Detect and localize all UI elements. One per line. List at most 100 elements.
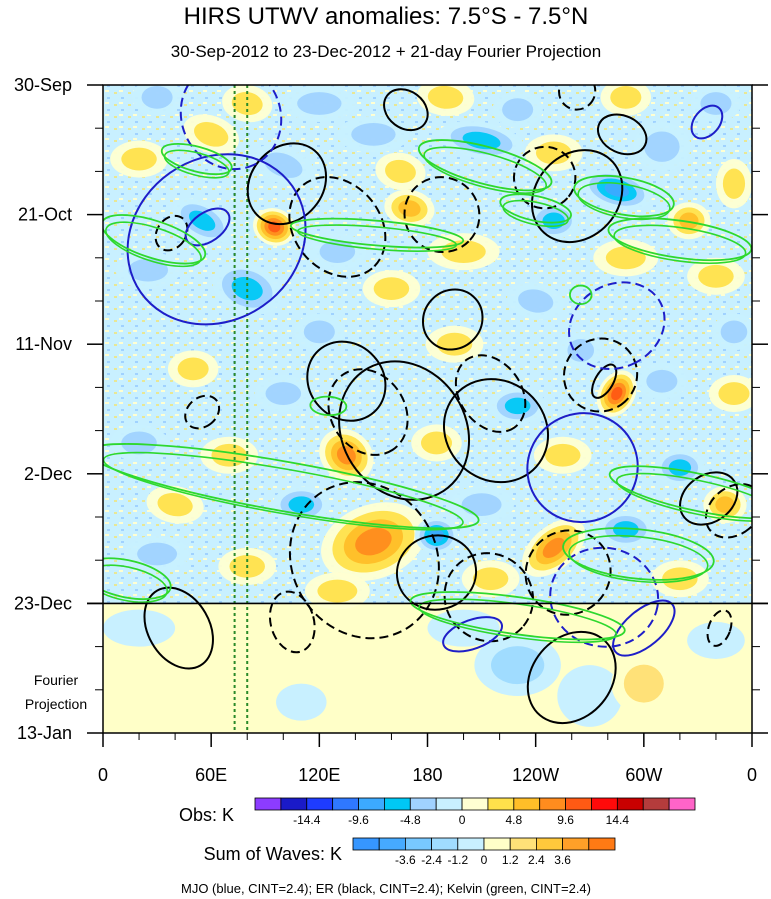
kelvin-contour bbox=[417, 139, 553, 192]
kelvin-contour bbox=[423, 146, 548, 194]
anomaly-blob bbox=[462, 131, 501, 150]
kelvin-contour bbox=[103, 443, 480, 530]
waves-colorbar-level-label: 2.4 bbox=[528, 853, 545, 867]
er-contour bbox=[184, 394, 221, 430]
obs-colorbar-swatch bbox=[409, 797, 437, 811]
projection-label-line1: Fourier bbox=[34, 672, 79, 688]
obs-colorbar-level-label: 14.4 bbox=[606, 813, 630, 827]
obs-colorbar-swatch bbox=[306, 797, 334, 811]
chart-title: HIRS UTWV anomalies: 7.5°S - 7.5°N bbox=[184, 3, 589, 30]
anomaly-blob bbox=[264, 152, 303, 178]
anomaly-blob bbox=[373, 277, 410, 301]
obs-colorbar-level-label: -4.8 bbox=[400, 813, 421, 827]
anomaly-shading bbox=[110, 85, 752, 610]
obs-colorbar-level-label: -14.4 bbox=[293, 813, 321, 827]
er-contour bbox=[706, 609, 733, 647]
kelvin-contour bbox=[568, 534, 709, 584]
projection-blob bbox=[103, 609, 176, 647]
anomaly-blob bbox=[646, 369, 678, 393]
anomaly-blob bbox=[137, 542, 178, 566]
anomaly-blob bbox=[544, 443, 581, 467]
kelvin-contour bbox=[569, 284, 593, 305]
er-contour bbox=[454, 354, 527, 433]
obs-colorbar-label: Obs: K bbox=[179, 805, 234, 825]
kelvin-contour bbox=[105, 221, 202, 268]
kelvin-contour bbox=[418, 598, 618, 644]
waves-colorbar-swatch bbox=[562, 837, 590, 851]
wave-legend-note: MJO (blue, CINT=2.4); ER (black, CINT=2.… bbox=[181, 881, 591, 896]
waves-colorbar-swatch bbox=[352, 837, 380, 851]
waves-colorbar-swatch bbox=[588, 837, 616, 851]
projection-blob bbox=[491, 646, 545, 685]
anomaly-blob bbox=[189, 210, 216, 231]
obs-colorbar-swatch bbox=[487, 797, 515, 811]
anomaly-blob bbox=[317, 579, 358, 603]
y-tick-label: 30-Sep bbox=[14, 75, 72, 95]
anomaly-blob bbox=[700, 92, 732, 115]
anomaly-blob bbox=[502, 98, 534, 122]
obs-colorbar-swatch bbox=[591, 797, 618, 811]
er-contour bbox=[526, 630, 617, 725]
waves-colorbar-level-label: 0 bbox=[481, 853, 488, 867]
er-contour bbox=[268, 590, 316, 654]
anomaly-blob bbox=[720, 320, 748, 344]
kelvin-contour bbox=[289, 217, 465, 249]
chart-subtitle: 30-Sep-2012 to 23-Dec-2012 + 21-day Four… bbox=[171, 42, 601, 61]
er-contour bbox=[327, 368, 409, 456]
x-tick-label: 120E bbox=[298, 765, 340, 785]
obs-colorbar-swatch bbox=[616, 797, 644, 811]
anomaly-blob bbox=[472, 567, 509, 591]
waves-colorbar-label: Sum of Waves: K bbox=[204, 844, 342, 864]
kelvin-contour bbox=[613, 224, 747, 264]
anomaly-blob bbox=[351, 122, 396, 146]
anomaly-blob bbox=[668, 459, 692, 476]
er-contour bbox=[704, 483, 752, 539]
anomaly-blob bbox=[718, 382, 750, 405]
x-tick-label: 0 bbox=[98, 765, 108, 785]
anomaly-blob bbox=[611, 386, 623, 401]
anomaly-blob bbox=[441, 240, 486, 264]
mjo-contour bbox=[179, 85, 283, 171]
anomaly-blob bbox=[303, 320, 335, 344]
anomaly-blob bbox=[461, 493, 502, 517]
projection-blob bbox=[214, 615, 280, 666]
kelvin-contour bbox=[309, 395, 348, 417]
obs-colorbar-swatch bbox=[461, 797, 489, 811]
kelvin-contour bbox=[608, 465, 752, 520]
projection-blob bbox=[377, 677, 442, 727]
obs-colorbar-swatch bbox=[642, 797, 670, 811]
anomaly-blob bbox=[567, 338, 595, 362]
obs-colorbar-level-label: -9.6 bbox=[348, 813, 369, 827]
anomaly-blob bbox=[715, 496, 735, 513]
waves-colorbar-swatch bbox=[378, 837, 406, 851]
y-tick-label: 13-Jan bbox=[17, 723, 72, 743]
kelvin-contour bbox=[103, 557, 172, 601]
kelvin-contour bbox=[573, 174, 675, 218]
obs-colorbar-swatch bbox=[565, 797, 592, 811]
projection-blob bbox=[623, 664, 664, 703]
kelvin-contour bbox=[409, 591, 626, 641]
kelvin-contour bbox=[615, 472, 752, 522]
projection-blob bbox=[687, 621, 745, 659]
obs-colorbar-swatch bbox=[539, 797, 566, 811]
waves-colorbar-swatch bbox=[536, 837, 564, 851]
plot-area bbox=[103, 85, 752, 733]
er-contour bbox=[306, 340, 387, 422]
anomaly-blob bbox=[518, 289, 554, 313]
projection-blob bbox=[128, 683, 186, 721]
anomaly-blob bbox=[194, 122, 229, 147]
kelvin-contour bbox=[499, 193, 572, 224]
er-contour bbox=[562, 337, 639, 413]
wave-contours bbox=[103, 85, 752, 725]
anomaly-blob bbox=[722, 168, 746, 199]
obs-colorbar: -14.4 -9.6 -4.8 0 4.8 9.6 14.4 bbox=[254, 797, 696, 827]
anomaly-blob bbox=[121, 147, 157, 171]
obs-colorbar-swatch bbox=[332, 797, 359, 811]
kelvin-contour bbox=[103, 564, 168, 603]
anomaly-blob bbox=[211, 443, 247, 467]
kelvin-contour bbox=[296, 224, 458, 252]
er-contour bbox=[591, 363, 618, 399]
mjo-contour bbox=[442, 616, 503, 653]
waves-colorbar-level-label: -1.2 bbox=[447, 853, 468, 867]
mjo-contour bbox=[549, 546, 660, 648]
